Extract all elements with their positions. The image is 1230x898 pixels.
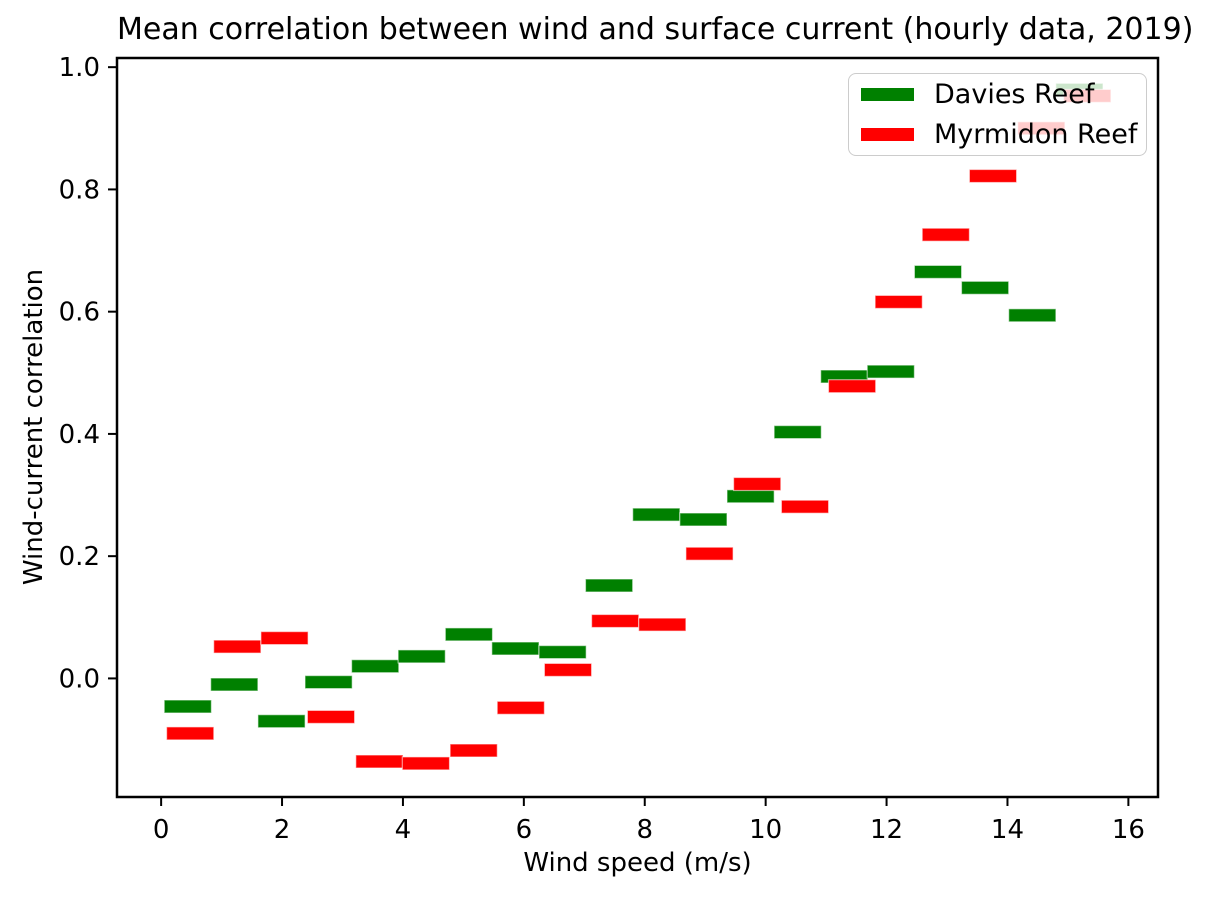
y-tick-label: 0.6 — [59, 298, 100, 328]
data-segment-myrmidon-reef — [638, 617, 687, 632]
x-tick-label: 0 — [153, 815, 170, 845]
data-segment-davies-reef — [491, 641, 540, 656]
data-segment-myrmidon-reef — [780, 499, 830, 514]
data-segment-myrmidon-reef — [590, 613, 640, 629]
data-segment-davies-reef — [351, 659, 400, 674]
data-segment-davies-reef — [444, 627, 494, 642]
legend: Davies Reef Myrmidon Reef — [848, 73, 1147, 156]
data-segment-myrmidon-reef — [968, 168, 1018, 184]
data-segment-myrmidon-reef — [166, 726, 215, 741]
x-tick-label: 8 — [636, 815, 653, 845]
legend-label-davies-reef: Davies Reef — [934, 79, 1095, 110]
data-segment-myrmidon-reef — [401, 756, 451, 771]
data-segment-davies-reef — [726, 489, 775, 504]
data-segment-davies-reef — [866, 364, 916, 379]
data-segment-myrmidon-reef — [921, 227, 971, 242]
data-segment-davies-reef — [538, 644, 587, 660]
x-axis-label: Wind speed (m/s) — [523, 848, 752, 878]
data-segment-myrmidon-reef — [732, 476, 782, 492]
y-tick-label: 1.0 — [59, 53, 100, 83]
y-tick-label: 0.8 — [59, 175, 100, 205]
data-segment-davies-reef — [163, 699, 212, 714]
legend-label-myrmidon-reef: Myrmidon Reef — [934, 119, 1138, 150]
x-tick-label: 6 — [516, 815, 533, 845]
chart-title: Mean correlation between wind and surfac… — [117, 12, 1194, 47]
data-segment-myrmidon-reef — [355, 754, 404, 769]
data-segment-myrmidon-reef — [260, 630, 309, 646]
legend-item-davies-reef: Davies Reef — [861, 75, 1146, 115]
data-segment-myrmidon-reef — [874, 294, 923, 309]
x-tick-label: 10 — [749, 815, 782, 845]
data-segment-davies-reef — [304, 674, 353, 690]
y-axis-label: Wind-current correlation — [19, 268, 49, 586]
x-tick-label: 2 — [274, 815, 291, 845]
data-segment-davies-reef — [397, 649, 446, 664]
x-tick-label: 14 — [991, 815, 1024, 845]
data-segment-davies-reef — [632, 507, 681, 522]
axes-frame — [115, 56, 1160, 799]
data-segment-davies-reef — [584, 578, 634, 593]
data-segment-myrmidon-reef — [449, 743, 498, 758]
davies-reef-swatch — [861, 88, 914, 101]
data-segment-myrmidon-reef — [685, 546, 734, 561]
data-segment-davies-reef — [257, 714, 306, 729]
y-tick-label: 0.2 — [59, 542, 100, 572]
data-segment-myrmidon-reef — [543, 662, 593, 678]
legend-item-myrmidon-reef: Myrmidon Reef — [861, 115, 1146, 155]
x-tick-label: 4 — [395, 815, 412, 845]
y-tick-label: 0.0 — [59, 664, 100, 694]
data-segment-davies-reef — [913, 264, 963, 279]
data-segment-davies-reef — [679, 512, 728, 527]
data-segment-davies-reef — [960, 280, 1010, 295]
data-segment-myrmidon-reef — [306, 709, 356, 725]
data-segment-davies-reef — [210, 677, 259, 692]
data-segment-davies-reef — [773, 425, 822, 440]
data-segment-myrmidon-reef — [213, 639, 262, 654]
data-segment-davies-reef — [1008, 308, 1057, 323]
x-tick-label: 12 — [870, 815, 903, 845]
x-tick-label: 16 — [1112, 815, 1145, 845]
myrmidon-reef-swatch — [861, 128, 914, 141]
data-segment-myrmidon-reef — [827, 379, 877, 394]
data-segment-myrmidon-reef — [496, 700, 546, 715]
y-tick-label: 0.4 — [59, 420, 100, 450]
